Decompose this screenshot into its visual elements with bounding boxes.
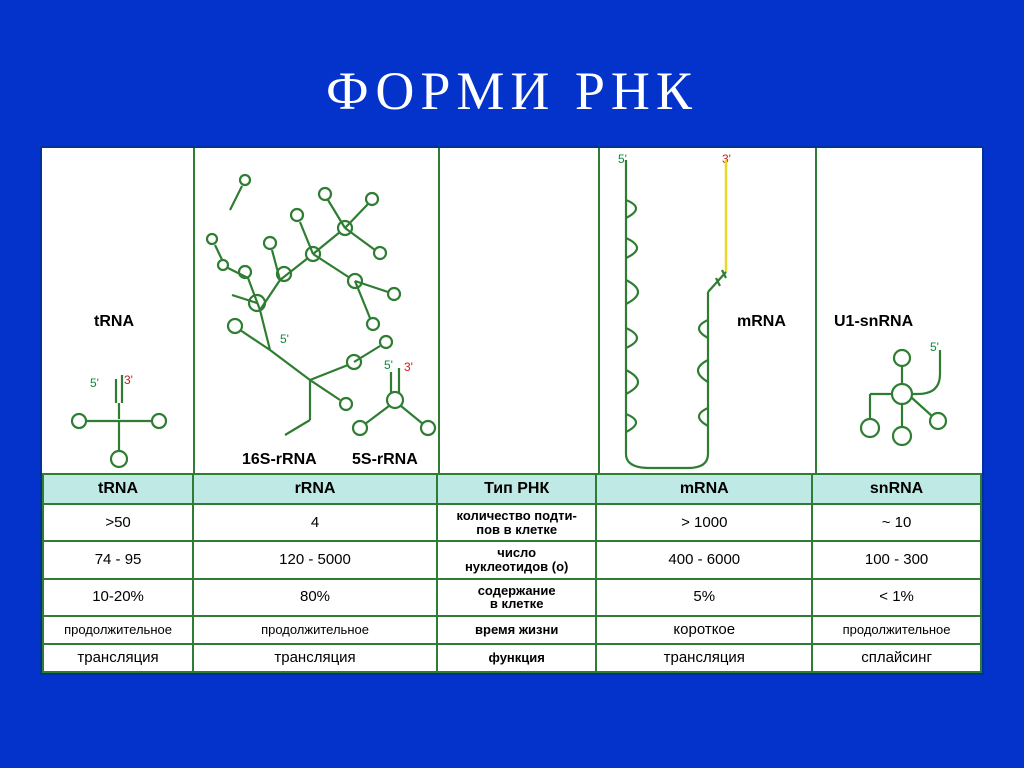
trna-label: tRNA (94, 313, 134, 331)
rrna5s-icon (347, 366, 437, 451)
cell: продолжительное (43, 616, 193, 644)
cell: трансляция (193, 644, 437, 672)
cell: 120 - 5000 (193, 541, 437, 578)
table-row: трансляция трансляция функция трансляция… (43, 644, 981, 672)
cell: 5% (596, 579, 812, 616)
th-mrna: mRNA (596, 474, 812, 504)
th-trna: tRNA (43, 474, 193, 504)
rrna16s-label: 16S-rRNA (242, 451, 317, 469)
snrna-label: U1-snRNA (834, 313, 913, 331)
cell-mid: количество подти-пов в клетке (437, 504, 596, 541)
rrna16s-5prime: 5' (280, 332, 289, 346)
cell: >50 (43, 504, 193, 541)
cell: 80% (193, 579, 437, 616)
cell: 10-20% (43, 579, 193, 616)
rrna5s-label: 5S-rRNA (352, 451, 418, 469)
snrna-icon (842, 346, 962, 466)
cell: трансляция (596, 644, 812, 672)
cell: продолжительное (193, 616, 437, 644)
cell: < 1% (812, 579, 981, 616)
th-snrna: snRNA (812, 474, 981, 504)
diagram-area: tRNA 5' 3' 16S-rRNA 5S-rRNA (42, 148, 982, 473)
col-separator-2 (438, 148, 440, 473)
cell: 74 - 95 (43, 541, 193, 578)
table-row: продолжительное продолжительное время жи… (43, 616, 981, 644)
slide-title: ФОРМИ РНК (40, 60, 984, 122)
cell: 100 - 300 (812, 541, 981, 578)
col-separator-4 (815, 148, 817, 473)
cell: ~ 10 (812, 504, 981, 541)
rrna5s-3prime: 3' (404, 360, 413, 374)
cell: 4 (193, 504, 437, 541)
slide: ФОРМИ РНК tRNA 5' 3' 16S-rRNA (0, 0, 1024, 768)
cell: сплайсинг (812, 644, 981, 672)
cell-mid: функция (437, 644, 596, 672)
th-type: Тип РНК (437, 474, 596, 504)
col-separator-3 (598, 148, 600, 473)
cell: продолжительное (812, 616, 981, 644)
panel: tRNA 5' 3' 16S-rRNA 5S-rRNA (40, 146, 984, 675)
cell-mid: время жизни (437, 616, 596, 644)
rrna5s-5prime: 5' (384, 358, 393, 372)
table-header: tRNA rRNA Тип РНК mRNA snRNA (43, 474, 981, 504)
table-row: 74 - 95 120 - 5000 числонуклеотидов (о) … (43, 541, 981, 578)
table-row: 10-20% 80% содержаниев клетке 5% < 1% (43, 579, 981, 616)
col-separator-1 (193, 148, 195, 473)
trna-icon (62, 373, 172, 473)
cell: трансляция (43, 644, 193, 672)
cell: 400 - 6000 (596, 541, 812, 578)
table-row: >50 4 количество подти-пов в клетке > 10… (43, 504, 981, 541)
cell-mid: числонуклеотидов (о) (437, 541, 596, 578)
cell: > 1000 (596, 504, 812, 541)
rna-table: tRNA rRNA Тип РНК mRNA snRNA >50 4 колич… (42, 473, 982, 673)
th-rrna: rRNA (193, 474, 437, 504)
cell: короткое (596, 616, 812, 644)
cell-mid: содержаниев клетке (437, 579, 596, 616)
mrna-icon (608, 160, 748, 472)
